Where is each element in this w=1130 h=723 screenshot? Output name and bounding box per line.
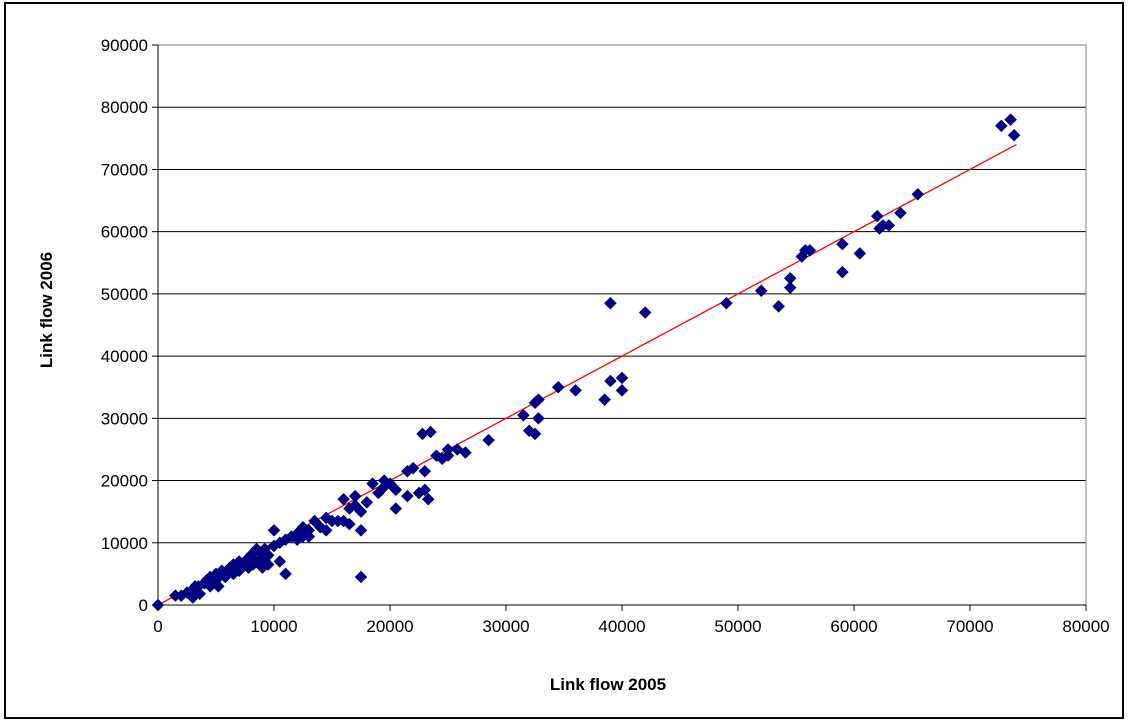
data-point: [273, 555, 287, 568]
data-point: [882, 219, 896, 232]
data-point: [360, 495, 374, 509]
data-point: [418, 464, 432, 478]
data-point: [783, 281, 797, 295]
y-tick-label: 30000: [101, 409, 148, 428]
x-tick-label: 30000: [482, 617, 529, 636]
data-point: [604, 296, 617, 310]
y-tick-label: 0: [139, 596, 148, 615]
x-tick-label: 60000: [830, 617, 877, 636]
data-point: [389, 502, 403, 515]
data-point: [211, 579, 225, 593]
data-point: [532, 393, 545, 407]
y-axis-title: Link flow 2006: [37, 252, 56, 368]
data-point: [870, 209, 884, 223]
data-point: [193, 587, 207, 601]
data-point: [1007, 128, 1021, 142]
data-point: [302, 530, 316, 543]
data-point: [337, 492, 350, 506]
data-point: [482, 433, 495, 447]
data-point: [604, 374, 617, 388]
data-point: [598, 393, 611, 407]
y-tick-label: 10000: [101, 534, 148, 553]
x-tick-label: 50000: [714, 617, 761, 636]
data-point: [772, 299, 785, 313]
data-point: [528, 427, 542, 441]
data-point: [911, 187, 925, 201]
data-point: [401, 489, 414, 503]
data-point: [261, 558, 275, 571]
x-tick-label: 20000: [366, 617, 413, 636]
data-points: [151, 113, 1021, 612]
data-point: [836, 265, 849, 279]
x-tick-label: 80000: [1062, 617, 1109, 636]
data-point: [638, 306, 652, 319]
data-point: [267, 523, 281, 537]
axes: [152, 44, 1087, 611]
data-point: [615, 383, 629, 397]
grid-lines: [158, 44, 1086, 544]
data-point: [803, 243, 817, 257]
y-tick-label: 80000: [101, 98, 148, 117]
data-point: [421, 492, 435, 506]
data-point: [853, 247, 867, 260]
y-tick-label: 70000: [101, 160, 148, 179]
data-point: [441, 449, 455, 463]
data-point: [424, 425, 437, 439]
y-tick-label: 20000: [101, 472, 148, 491]
data-point: [836, 237, 849, 251]
y-tick-labels: 0 10000 20000 30000 40000 50000 60000 70000 8000…: [101, 36, 148, 615]
data-point: [354, 523, 368, 537]
data-point: [418, 483, 432, 497]
data-point: [615, 371, 629, 385]
data-point: [354, 505, 368, 519]
data-point: [389, 483, 403, 497]
data-point: [354, 570, 368, 584]
data-point: [151, 598, 165, 612]
plot-area: [157, 44, 1087, 606]
data-point: [517, 408, 530, 422]
y-tick-label: 50000: [101, 285, 148, 304]
x-tick-label: 0: [153, 617, 162, 636]
data-point: [279, 567, 292, 581]
y-tick-label: 40000: [101, 347, 148, 366]
data-point: [261, 548, 275, 562]
data-point: [894, 206, 907, 220]
x-tick-label: 70000: [946, 617, 993, 636]
y-tick-label: 60000: [101, 223, 148, 242]
y-tick-label: 90000: [101, 36, 148, 55]
data-point: [343, 517, 356, 531]
x-tick-label: 40000: [598, 617, 645, 636]
data-point: [994, 119, 1008, 133]
data-point: [754, 284, 768, 298]
data-point: [569, 383, 582, 397]
x-axis-title: Link flow 2005: [550, 675, 666, 694]
x-tick-labels: 0 10000 20000 30000 40000 50000 60000 70000 8000…: [153, 617, 1109, 636]
x-tick-label: 10000: [250, 617, 297, 636]
data-point: [366, 477, 379, 491]
data-point: [459, 446, 472, 459]
data-point: [532, 411, 545, 425]
data-point: [406, 461, 420, 475]
data-point: [1004, 113, 1017, 127]
data-point: [551, 380, 565, 394]
data-point: [720, 296, 733, 310]
data-point: [319, 523, 333, 537]
